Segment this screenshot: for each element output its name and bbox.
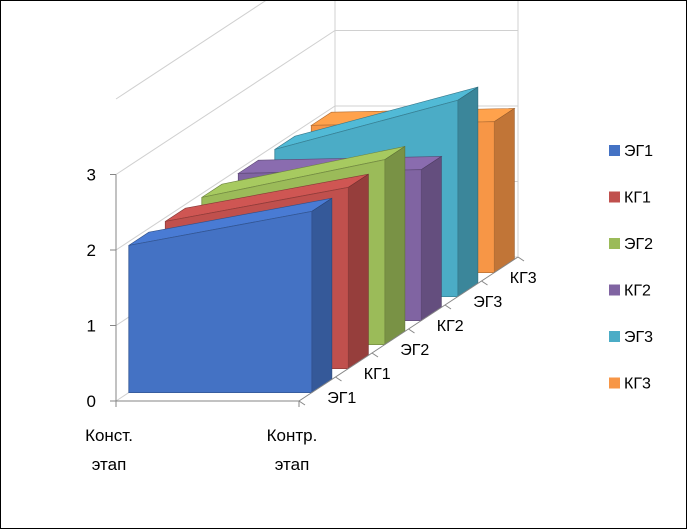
legend-item-ЭГ1: ЭГ1 [609,143,653,160]
depth-tick-mark-3 [409,329,415,333]
depth-tick-label-КГ3: КГ3 [510,270,537,287]
x-tick-label-1: Контр.этап [267,426,318,474]
series-side-КГ2 [421,156,441,320]
depth-tick-label-ЭГ2: ЭГ2 [400,342,429,359]
series-ЭГ1 [129,198,332,392]
y-tick-label-0: 0 [87,392,96,411]
depth-tick-mark-5 [482,281,488,285]
depth-tick-mark-0 [299,401,305,405]
series-side-ЭГ2 [385,146,405,344]
legend-swatch-ЭГ2 [609,238,620,249]
legend-label-ЭГ1: ЭГ1 [624,143,653,160]
depth-tick-mark-2 [372,353,378,357]
legend-item-ЭГ2: ЭГ2 [609,236,653,253]
depth-tick-mark-4 [445,305,451,309]
series-side-ЭГ1 [312,198,332,392]
legend-label-ЭГ2: ЭГ2 [624,236,653,253]
legend-item-КГ1: КГ1 [609,190,651,207]
depth-tick-mark-1 [336,377,342,381]
series-side-КГ1 [348,174,368,368]
legend-swatch-ЭГ1 [609,145,620,156]
gridline-4 [116,1,518,99]
legend-swatch-КГ3 [609,378,620,389]
legend-item-ЭГ3: ЭГ3 [609,329,653,346]
legend-label-КГ1: КГ1 [624,190,651,207]
series-side-КГ3 [494,108,514,272]
depth-tick-label-ЭГ1: ЭГ1 [327,390,356,407]
legend-swatch-КГ2 [609,285,620,296]
depth-tick-label-КГ2: КГ2 [437,318,464,335]
legend-swatch-ЭГ3 [609,331,620,342]
y-tick-label-2: 2 [87,241,96,260]
series-side-ЭГ3 [458,87,478,297]
depth-tick-label-КГ1: КГ1 [364,366,391,383]
legend-label-КГ2: КГ2 [624,283,651,300]
legend-swatch-КГ1 [609,192,620,203]
y-tick-label-3: 3 [87,166,96,185]
depth-tick-label-ЭГ3: ЭГ3 [473,294,502,311]
series-layer [129,87,515,393]
depth-tick-mark-6 [518,257,524,261]
legend-item-КГ3: КГ3 [609,376,651,393]
y-tick-label-1: 1 [87,317,96,336]
legend-item-КГ2: КГ2 [609,283,651,300]
legend: ЭГ1 КГ1 ЭГ2 КГ2 ЭГ3 КГ3 [609,143,653,393]
legend-label-КГ3: КГ3 [624,376,651,393]
legend-label-ЭГ3: ЭГ3 [624,329,653,346]
x-tick-label-0: Конст.этап [85,426,133,474]
